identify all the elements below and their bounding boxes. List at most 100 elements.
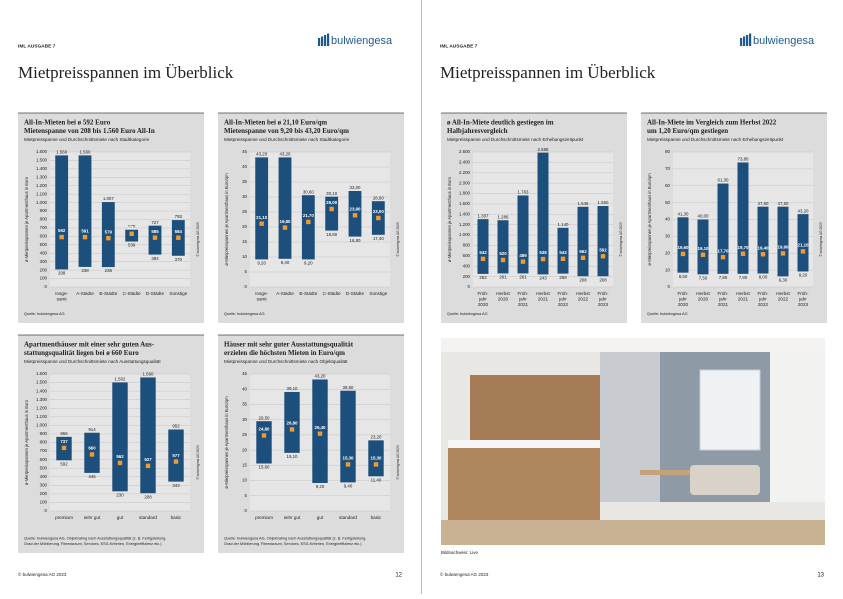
chart-title: Halbjahresvergleich [447,127,508,135]
x-tick-label: Sonstige [169,291,187,296]
mean-label: 19,40 [758,245,770,250]
range-bar [368,440,384,477]
x-tick-label: Früh- [518,291,529,296]
mean-marker [373,462,379,467]
y-tick-label: 1.500 [36,380,48,385]
min-label: 539 [128,243,136,248]
chart-title: All-In-Mieten bei ø 21,10 Euro/qm [224,119,327,127]
x-tick-label: 2022 [778,297,789,302]
range-bar [697,219,709,275]
max-label: 1.140 [558,222,570,227]
credit: © bulwiengesa AG 2023 [396,445,400,479]
min-label: 230 [116,492,124,497]
mean-marker [173,459,179,464]
range-bar [101,202,115,268]
mean-label: 543 [559,250,567,255]
mean-label: 562 [116,454,124,459]
max-label: 2.588 [538,147,550,152]
chart-title: Häuser mit sehr guter Ausstattungsqualit… [224,341,354,349]
range-bar [255,157,269,260]
min-label: 8,00 [759,275,768,280]
x-tick-label: sehr gut [284,515,301,520]
y-tick-label: 1.000 [36,200,48,205]
y-tick-label: 0 [245,508,248,513]
y-tick-label: 5 [245,493,248,498]
mean-marker [352,213,358,218]
photo-window [699,369,761,451]
mean-label: 25,40 [315,425,327,430]
max-label: 793 [175,214,183,219]
max-label: 1.560 [56,150,68,155]
y-tick-label: 1.200 [36,405,48,410]
y-tick-label: 1.600 [36,149,48,154]
mean-marker [129,231,134,236]
min-label: 17,40 [373,236,385,241]
mean-label: 527 [144,457,152,462]
y-tick-label: 45 [242,371,247,376]
x-tick-label: sehr gut [84,515,101,520]
source-note: Quelle: bulwiengesa AG [647,312,688,316]
y-tick-label: 500 [40,242,48,247]
range-bar [677,217,689,273]
range-bar [78,155,92,267]
max-label: 952 [172,424,180,429]
mean-marker [176,235,181,240]
range-bar [717,183,729,274]
y-tick-label: 10 [665,267,670,272]
source-note: Quelle: bulwiengesa AG [24,312,65,316]
y-tick-label: 30 [242,194,247,199]
logo: bulwiengesa [753,35,815,47]
max-label: 29,50 [259,415,271,420]
mean-marker [59,234,64,240]
credit: © bulwiengesa AG 2023 [196,445,200,479]
x-tick-label: 2021 [718,302,729,307]
range-bar [597,206,609,277]
max-label: 43,20 [256,152,268,157]
y-tick-label: 15 [242,239,247,244]
y-tick-label: 10 [242,254,247,259]
x-tick-label: C-Städte [123,291,142,296]
chart-title: ø All-In-Miete deutlich gestiegen im [447,119,554,127]
photo-counter [448,440,600,448]
mean-label: 15,30 [371,456,383,461]
range-bar [325,196,339,231]
max-label: 1.545 [578,201,590,206]
x-tick-label: Herbst [576,291,590,296]
chart-title: um 1,20 Euro/qm gestiegen [647,127,728,135]
chart-title: All-In-Miete im Vergleich zum Herbst 202… [647,119,777,127]
chart-title: stattungsqualität liegen bei ø 660 Euro [24,349,139,357]
mean-marker [780,251,786,256]
max-label: 1.286 [498,214,510,219]
x-tick-label: C-Städte [323,291,342,296]
min-label: 592 [60,461,68,466]
range-bar [284,391,300,453]
y-tick-label: 2.000 [459,180,471,185]
photo-table [640,470,690,475]
y-tick-label: 2.200 [459,170,471,175]
min-label: 208 [599,277,607,282]
mean-label: 24,80 [259,427,271,432]
photo-lower-cabinets [448,448,600,528]
x-tick-label: jahr [558,297,567,302]
range-bar [168,429,184,482]
x-tick-label: samt [57,297,68,302]
mean-label: 579 [105,229,113,234]
mean-label: 21,10 [798,243,810,248]
mean-label: 21,10 [256,215,268,220]
max-label: 73,80 [738,157,750,162]
chart-subtitle: Mietpreisspanne und Durchschnittsmiete n… [24,137,150,142]
mean-marker [480,256,486,262]
x-tick-label: A-Städte [276,291,294,296]
y-tick-label: 40 [665,217,670,222]
x-tick-label: 2020 [478,302,489,307]
min-label: 370 [175,257,183,262]
y-tick-label: 60 [665,183,670,188]
x-tick-label: Früh- [718,291,729,296]
mean-label: 489 [519,253,527,258]
mean-marker [580,255,586,261]
logo-icon [327,33,330,46]
x-tick-label: Früh- [598,291,609,296]
source-note: Grad der Möblierung, Fitnessraum, Servic… [24,542,162,546]
mean-marker [106,235,111,241]
source-note: Quelle: bulwiengesa AG [224,312,265,316]
